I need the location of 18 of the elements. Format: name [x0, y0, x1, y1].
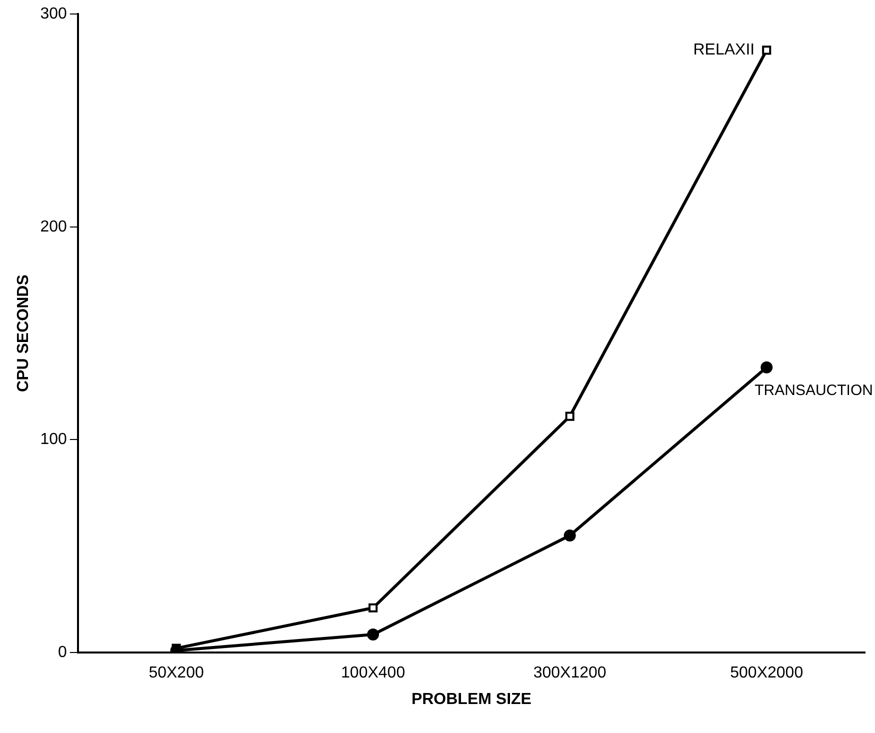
point: [564, 530, 576, 542]
x-tick-label: 50X200: [148, 664, 204, 682]
x-tick-label: 500X2000: [730, 664, 804, 682]
y-tick-label: 200: [40, 218, 67, 236]
point: [368, 603, 378, 612]
y-tick-label: 300: [40, 5, 67, 22]
x-tick-label: 300X1200: [533, 664, 606, 682]
series-label: RELAXII: [693, 42, 755, 59]
y-tick-label: 0: [58, 644, 67, 662]
y-axis-title: CPU SECONDS: [15, 274, 32, 392]
x-tick-label: 100X400: [341, 664, 406, 682]
point: [762, 46, 772, 55]
x-axis-title: PROBLEM SIZE: [411, 690, 532, 708]
point: [565, 412, 574, 421]
point: [367, 628, 380, 641]
y-tick-label: 100: [40, 431, 67, 448]
series-label: TRANSAUCTION: [754, 382, 873, 399]
point: [760, 361, 773, 374]
